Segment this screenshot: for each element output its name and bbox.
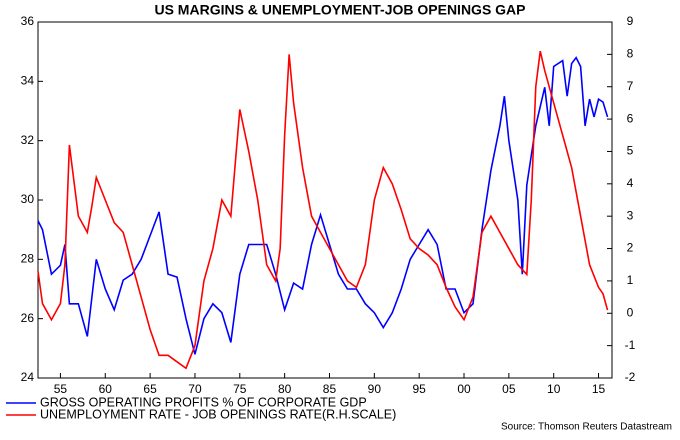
- x-tick-label: 65: [143, 382, 157, 396]
- x-tick-label: 15: [592, 382, 606, 396]
- x-tick-label: 05: [502, 382, 516, 396]
- y-tick-label: 32: [21, 133, 35, 147]
- y2-tick-label: 4: [627, 176, 634, 190]
- x-tick-label: 70: [188, 382, 202, 396]
- y2-tick-label: 8: [627, 47, 634, 61]
- x-tick-label: 00: [457, 382, 471, 396]
- y-tick-label: 26: [21, 311, 35, 325]
- series-line: [37, 56, 609, 355]
- x-tick-label: 80: [278, 382, 292, 396]
- y2-tick-label: 9: [627, 14, 634, 28]
- y2-tick-label: 5: [627, 144, 634, 158]
- y2-tick-label: 3: [627, 208, 634, 222]
- y2-tick-label: -1: [625, 338, 636, 352]
- y-tick-label: 30: [21, 192, 35, 206]
- y-tick-label: 34: [21, 74, 35, 88]
- x-tick-label: 85: [323, 382, 337, 396]
- x-tick-label: 90: [368, 382, 382, 396]
- legend-label: UNEMPLOYMENT RATE - JOB OPENINGS RATE(R.…: [40, 407, 396, 421]
- y2-tick-label: 0: [627, 305, 634, 319]
- y2-tick-label: 6: [627, 111, 634, 125]
- x-tick-label: 55: [54, 382, 68, 396]
- y2-tick-label: 1: [627, 273, 634, 287]
- x-tick-label: 75: [233, 382, 247, 396]
- y2-tick-label: 7: [627, 79, 634, 93]
- x-tick-label: 10: [547, 382, 561, 396]
- y-tick-label: 24: [21, 370, 35, 384]
- y-tick-label: 28: [21, 252, 35, 266]
- legend-label: GROSS OPERATING PROFITS % OF CORPORATE G…: [40, 395, 367, 409]
- source-note: Source: Thomson Reuters Datastream: [501, 422, 672, 433]
- chart-title: US MARGINS & UNEMPLOYMENT-JOB OPENINGS G…: [154, 2, 525, 18]
- y2-tick-label: -2: [625, 370, 636, 384]
- x-tick-label: 95: [412, 382, 426, 396]
- y-tick-label: 36: [21, 14, 35, 28]
- y2-tick-label: 2: [627, 241, 634, 255]
- x-tick-label: 60: [99, 382, 113, 396]
- series-line: [37, 50, 609, 370]
